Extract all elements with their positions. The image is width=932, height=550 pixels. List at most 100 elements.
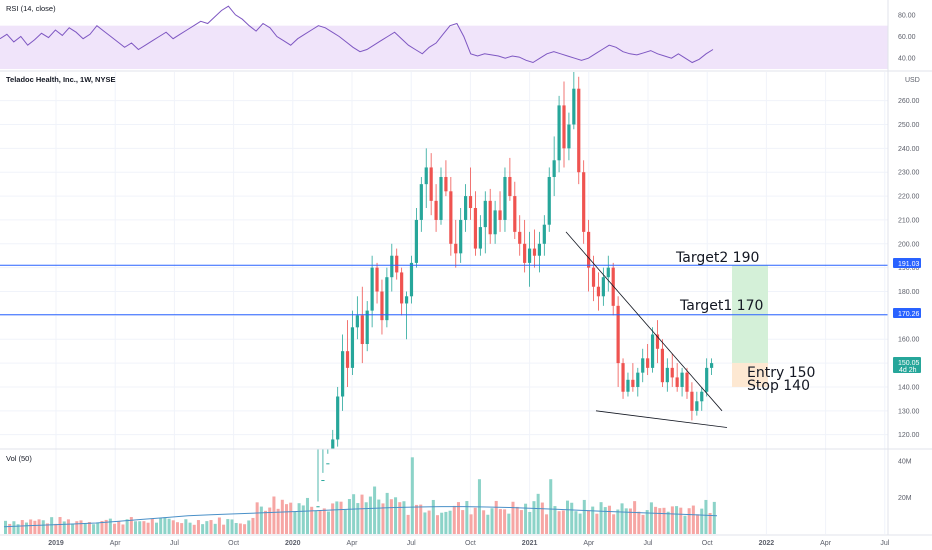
volume-bar	[498, 509, 502, 534]
volume-bar	[511, 501, 515, 534]
time-tick-label: 2019	[48, 540, 64, 547]
volume-bar	[666, 511, 670, 534]
volume-bar	[108, 518, 112, 534]
volume-bar	[633, 501, 637, 534]
time-tick-label: Apr	[820, 540, 832, 547]
volume-bar	[285, 504, 289, 534]
price-tick-label: 230.00	[898, 170, 920, 177]
candle-body	[611, 267, 615, 306]
candle-body	[355, 315, 359, 328]
volume-bar	[607, 505, 611, 534]
horizontal-levels[interactable]	[0, 264, 888, 316]
candle-body	[695, 401, 699, 411]
candle-body	[537, 243, 541, 256]
candle-body	[562, 105, 566, 149]
volume-bar	[54, 523, 58, 534]
candle-body	[596, 286, 601, 297]
candle-body	[508, 176, 512, 197]
volume-bar	[37, 519, 41, 534]
volume-bar	[394, 497, 398, 534]
volume-bar	[473, 507, 477, 534]
volume-pane: Vol (50) 40M 20M	[3, 454, 912, 534]
volume-bar	[582, 499, 586, 534]
volume-bar	[104, 519, 108, 534]
price-pane[interactable]: Teladoc Health, Inc., 1W, NYSE USD 260.0…	[0, 72, 921, 534]
volume-bar	[180, 523, 184, 534]
volume-bar	[687, 508, 691, 534]
time-tick-label: Oct	[228, 540, 239, 547]
candle-body	[365, 310, 369, 345]
volume-bar	[423, 512, 427, 534]
candle-body	[380, 291, 384, 321]
level-tag-191: 191.03	[893, 258, 921, 268]
volume-bar	[272, 496, 276, 534]
volume-bar	[419, 504, 423, 534]
volume-bar	[549, 479, 553, 534]
volume-bar	[360, 494, 364, 534]
time-tick-label: Apr	[583, 540, 595, 547]
volume-bar	[708, 512, 712, 534]
wedge-lower-trendline[interactable]	[595, 410, 728, 428]
candle-body	[498, 210, 502, 220]
candle-body	[675, 377, 679, 387]
volume-bar	[205, 521, 209, 534]
candle-body	[621, 363, 625, 392]
price-tick-label: 140.00	[898, 384, 920, 391]
candle-body	[444, 176, 448, 192]
volume-bar	[494, 500, 498, 534]
candle-body	[690, 391, 694, 411]
volume-bar	[616, 509, 620, 534]
volume-bar	[83, 523, 87, 534]
candle-body	[449, 191, 453, 244]
price-tick-label: 250.00	[898, 122, 920, 129]
volume-bar	[591, 506, 595, 534]
volume-bar	[264, 510, 268, 534]
candles	[316, 72, 714, 508]
volume-bar	[490, 508, 494, 534]
time-axis[interactable]: 2019 Apr Jul Oct 2020 Apr Jul Oct 2021 Apr Jul Oct 2…	[48, 540, 890, 547]
price-tick-label: 120.00	[898, 432, 920, 439]
candle-body	[419, 184, 423, 220]
candle-body	[577, 88, 581, 173]
volume-bar	[528, 511, 532, 534]
volume-bar	[456, 502, 460, 534]
volume-bar	[92, 524, 96, 534]
price-tick-label: 260.00	[898, 98, 920, 105]
volume-bar	[305, 497, 309, 534]
volume-bar	[628, 508, 632, 534]
rsi-title: RSI (14, close)	[6, 4, 56, 13]
volume-bar	[167, 518, 171, 534]
volume-bar	[402, 501, 406, 534]
volume-bar	[335, 501, 339, 534]
target1-label: Target1 170	[679, 298, 763, 314]
candle-body	[503, 176, 507, 220]
volume-bar	[368, 496, 372, 534]
candle-body	[626, 379, 630, 392]
svg-text:150.05: 150.05	[898, 360, 920, 367]
volume-ma-line	[3, 506, 718, 528]
volume-bar	[503, 509, 507, 534]
volume-bar	[276, 508, 280, 534]
volume-bar	[532, 501, 536, 534]
symbol-title: Teladoc Health, Inc., 1W, NYSE	[6, 75, 115, 84]
volume-bar	[381, 503, 385, 534]
price-axis[interactable]: 260.00 250.00 240.00 230.00 220.00 210.00 200.…	[898, 98, 920, 439]
volume-bar	[230, 519, 234, 534]
volume-bar	[121, 524, 125, 534]
candle-body	[385, 277, 389, 321]
volume-bar	[238, 523, 242, 534]
volume-bar	[12, 521, 16, 534]
candle-body	[370, 267, 374, 311]
candle-body	[316, 506, 320, 508]
volume-bar	[452, 505, 456, 534]
wedge-upper-trendline[interactable]	[565, 231, 723, 412]
volume-bar	[58, 517, 62, 534]
rsi-tick-label: 80.00	[898, 12, 916, 19]
candle-body	[390, 255, 394, 278]
candle-body	[483, 200, 487, 228]
candle-body	[434, 200, 438, 220]
volume-bar	[553, 506, 557, 534]
volume-bar	[507, 513, 511, 534]
volume-bar	[389, 499, 393, 534]
